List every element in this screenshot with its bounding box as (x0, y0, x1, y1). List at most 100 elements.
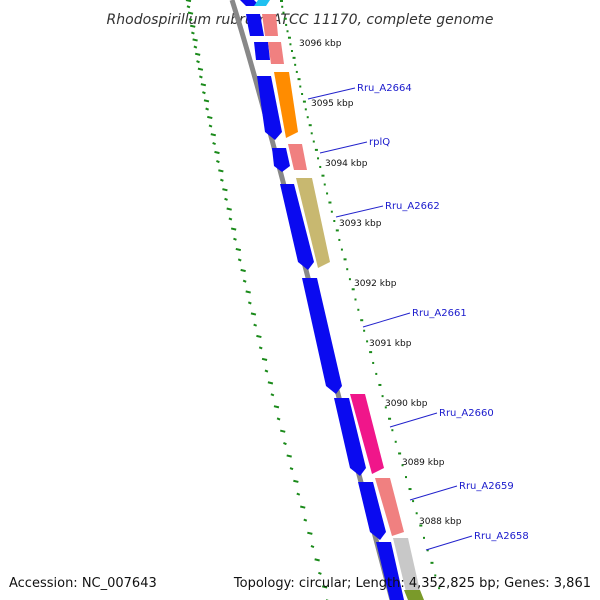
gc-skew-dash (228, 217, 233, 221)
gc-skew-dash (283, 442, 287, 446)
tick-dot (306, 116, 309, 119)
gc-skew-dash (187, 11, 194, 15)
tick-dot (372, 361, 375, 364)
gc-skew-dash (279, 429, 286, 433)
tick-dot (430, 561, 434, 564)
gc-skew-dash (202, 91, 206, 95)
tick-dot (394, 440, 397, 443)
cds-forward-4 (257, 76, 282, 140)
gc-skew-dash (214, 150, 220, 155)
tick-dot (357, 308, 360, 311)
tick-dot (415, 512, 418, 515)
tick-dot (375, 372, 378, 375)
tick-dot (366, 340, 369, 343)
tick-dot (287, 36, 291, 39)
gc-skew-dash (247, 301, 252, 305)
tick-dot (317, 157, 320, 160)
gc-skew-dash (300, 505, 306, 509)
gc-skew-dash (289, 467, 294, 471)
gene-label-rru-a2658[interactable]: Rru_A2658 (474, 531, 529, 542)
gene-label-rru-a2660[interactable]: Rru_A2660 (439, 408, 494, 419)
tick-dot (398, 452, 402, 455)
feature-olive (404, 590, 424, 600)
tick-dot (285, 23, 288, 26)
tick-dot (328, 201, 332, 204)
tick-dot (401, 464, 404, 467)
gc-skew-dash (237, 258, 242, 262)
tick-dot (388, 417, 392, 420)
tick-dot (330, 210, 333, 213)
kbp-label-3089: 3089 kbp (402, 458, 445, 468)
gc-skew-dash (242, 279, 247, 283)
gc-skew-dash (191, 31, 195, 35)
accession-text: Accession: NC_007643 (9, 576, 157, 591)
tick-dot (280, 0, 283, 2)
gc-skew-dash (197, 67, 204, 71)
tick-dot (312, 140, 315, 143)
gene-label-rplq[interactable]: rplQ (369, 137, 390, 148)
gc-skew-dash (216, 160, 220, 164)
tick-dot (346, 268, 349, 271)
gc-skew-dash (185, 0, 192, 3)
gc-skew-dash (235, 247, 242, 252)
gc-skew-dash (218, 169, 224, 173)
gc-skew-dash (270, 393, 275, 397)
tick-dot (384, 406, 387, 409)
kbp-label-3090: 3090 kbp (385, 399, 428, 409)
tick-dot (340, 248, 343, 251)
tick-dot (354, 298, 357, 301)
tick-dot (391, 429, 394, 432)
gene-label-rru-a2659[interactable]: Rru_A2659 (459, 481, 514, 492)
cds-forward-10 (376, 542, 404, 600)
gc-skew-dash (208, 124, 213, 128)
gc-skew-dash (194, 52, 201, 56)
cds-forward-8 (334, 398, 366, 476)
tick-dot (335, 229, 339, 232)
feature-orange (274, 72, 298, 138)
tick-dot (282, 11, 285, 14)
tick-dot (294, 63, 297, 66)
gene-label-rru-a2662[interactable]: Rru_A2662 (385, 201, 440, 212)
gc-skew-dash (253, 323, 258, 327)
gene-labels: Rru_A2664 rplQ Rru_A2662 Rru_A2661 Rru_A… (357, 83, 529, 542)
cds-forward-7 (302, 278, 342, 394)
leader-rru-a2661 (362, 312, 411, 328)
tick-dot (408, 488, 412, 491)
gene-label-rru-a2661[interactable]: Rru_A2661 (412, 308, 467, 319)
gene-label-rru-a2664[interactable]: Rru_A2664 (357, 83, 412, 94)
gc-skew-dash (303, 518, 308, 522)
tick-dot (299, 85, 302, 88)
cds-forward-2 (246, 14, 264, 36)
gc-skew-dash (276, 417, 281, 421)
tick-dot (381, 395, 384, 398)
gc-skew-dash (307, 531, 313, 535)
gc-skew-dash (258, 346, 263, 350)
feature-salmon-2 (268, 42, 284, 64)
feature-cyan (254, 0, 270, 6)
gc-skew-dash (293, 479, 299, 483)
feature-salmon-bottom (375, 478, 404, 536)
gc-skew-dash (250, 312, 257, 316)
feature-magenta (350, 394, 384, 474)
tick-dot (422, 536, 425, 539)
leader-rplq (319, 141, 368, 154)
cds-forward-5 (272, 148, 290, 172)
kbp-label-3093: 3093 kbp (339, 219, 382, 229)
tick-dot (378, 383, 382, 386)
kbp-label-3095: 3095 kbp (311, 99, 354, 109)
tick-dot (292, 56, 296, 59)
tick-dot (434, 574, 437, 577)
gc-skew-dash (321, 585, 328, 589)
genome-summary-text: Topology: circular; Length: 4,352,825 bp… (233, 576, 591, 591)
feature-khaki (296, 178, 330, 268)
gc-skew-dash (203, 99, 210, 103)
gc-skew-dash (193, 45, 198, 49)
gc-skew-dash (273, 405, 280, 409)
tick-dot (369, 351, 373, 354)
gc-skew-dash (296, 492, 301, 496)
feature-salmon-rplq (288, 144, 307, 170)
gc-skew-dash (240, 268, 246, 273)
gc-skew-dash (200, 83, 207, 87)
kbp-label-3096: 3096 kbp (299, 39, 342, 49)
